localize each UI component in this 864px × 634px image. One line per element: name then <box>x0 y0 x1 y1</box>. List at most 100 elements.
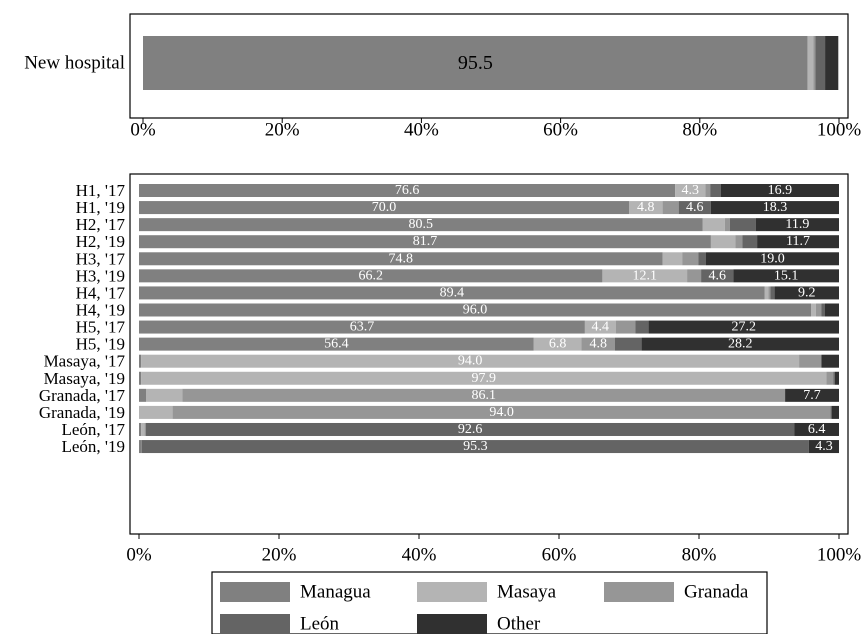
bar-segment-other <box>785 388 839 402</box>
x-tick-label: 100% <box>817 120 862 141</box>
bar-row: Granada, '17 86.1 7.7 <box>39 386 839 405</box>
data-label: 76.6 <box>395 183 420 198</box>
bar-segment-other <box>832 405 839 419</box>
bar-segment-managua <box>139 235 711 249</box>
bar-segment-masaya <box>141 354 800 368</box>
data-label: 6.4 <box>808 422 826 437</box>
bar-row: H4, '19 96.0 <box>76 300 839 319</box>
data-label: 4.8 <box>637 200 655 215</box>
bar-segment-masaya <box>702 218 725 232</box>
data-label: 81.7 <box>413 234 438 249</box>
legend-swatch <box>220 582 290 602</box>
legend-swatch <box>604 582 674 602</box>
bar-segment-masaya <box>675 184 706 197</box>
data-label: 92.6 <box>458 422 483 437</box>
bar-segment-other <box>706 252 839 266</box>
bar-segment-leon <box>770 286 775 300</box>
legend-item: Masaya <box>417 582 557 603</box>
bar-segment-masaya <box>811 303 816 317</box>
x-tick-label: 80% <box>682 545 717 566</box>
legend-frame <box>211 571 768 634</box>
data-label: 89.4 <box>440 285 465 300</box>
bar-segment-managua <box>139 354 142 368</box>
data-label: 56.4 <box>324 337 349 352</box>
bar-segment-leon <box>635 320 649 334</box>
data-label: 96.0 <box>463 302 488 317</box>
bar-segment-masaya <box>629 201 663 215</box>
bar-row: H3, '17 74.8 19.0 <box>76 249 839 268</box>
data-label: 74.8 <box>389 251 414 266</box>
category-label: H1, '17 <box>76 181 126 200</box>
bar-segment-other <box>641 337 839 351</box>
bar-segment-granada <box>815 303 822 317</box>
bar-segment-other <box>648 320 839 334</box>
bar-segment-other <box>834 371 839 385</box>
bar-segment-masaya <box>146 388 183 402</box>
legend-swatch <box>220 614 290 634</box>
x-tick-label: 0% <box>130 120 156 141</box>
panel-frame <box>129 13 849 119</box>
bar-segment-leon <box>141 440 809 454</box>
data-label: 4.8 <box>589 337 607 352</box>
data-label: 4.6 <box>708 268 726 283</box>
bar-segment-granada <box>682 252 699 266</box>
bar-row: Masaya, '17 94.0 <box>44 352 839 371</box>
category-label: Masaya, '19 <box>44 369 125 388</box>
bar-segment-granada <box>813 36 816 90</box>
bar-segment-leon <box>701 269 734 283</box>
category-label: H5, '17 <box>76 318 126 337</box>
bar-segment-masaya <box>807 36 814 90</box>
data-label: 28.2 <box>728 337 753 352</box>
bar-segment-masaya <box>141 371 827 385</box>
new-hospital-panel: New hospital 95.5 0% 20% 40% 60% 80% 100% <box>24 13 862 141</box>
bar-segment-other <box>757 235 839 249</box>
bar-segment-leon <box>742 235 758 249</box>
bar-segment-masaya <box>139 405 173 419</box>
bar-segment-masaya <box>710 235 736 249</box>
data-label: 15.1 <box>774 268 799 283</box>
bar-segment-managua <box>139 337 534 351</box>
data-label: 16.9 <box>768 183 793 198</box>
legend-label: León <box>300 614 340 634</box>
bar-segment-managua <box>139 303 811 317</box>
bar-segment-granada <box>799 354 822 368</box>
legend-label: Managua <box>300 582 371 603</box>
category-label: León, '17 <box>62 420 126 439</box>
data-label: 66.2 <box>358 268 383 283</box>
bar-segment-managua <box>139 286 765 300</box>
legend-item: Granada <box>604 582 749 603</box>
data-label: 4.6 <box>686 200 704 215</box>
bar-segment-other <box>808 440 839 454</box>
data-label: 11.9 <box>785 217 809 232</box>
bar-segment-other <box>794 422 839 436</box>
data-label: 95.5 <box>458 52 493 74</box>
bar-segment-granada <box>687 269 702 283</box>
category-label: H4, '17 <box>76 283 126 302</box>
data-label: 11.7 <box>786 234 810 249</box>
hospital-panel: H1, '17 76.6 4.3 16.9H1, '19 70.0 4.8 4.6 18.3H… <box>39 173 862 566</box>
bar-segment-managua <box>139 388 146 402</box>
bar-segment-leon <box>710 184 721 197</box>
bar-segment-granada <box>735 235 743 249</box>
bar-row: H5, '17 63.7 4.4 27.2 <box>76 318 839 337</box>
bar-segment-granada <box>724 218 730 232</box>
bar-segment-managua <box>139 218 703 232</box>
bar-row: H1, '19 70.0 4.8 4.6 18.3 <box>76 198 839 217</box>
bar-segment-granada <box>182 388 786 402</box>
bar-segment-leon <box>821 303 825 317</box>
data-label: 12.1 <box>633 268 658 283</box>
bar-segment-managua <box>139 371 142 385</box>
x-tick-label: 100% <box>817 545 862 566</box>
bar-segment-other <box>825 36 839 90</box>
bar-segment-other <box>720 184 839 197</box>
legend-item: Other <box>417 614 541 634</box>
bar-segment-masaya <box>764 286 769 300</box>
bar-segment-granada <box>768 286 771 300</box>
bar-segment-other <box>733 269 839 283</box>
category-label: H1, '19 <box>76 198 125 217</box>
data-label: 94.0 <box>489 405 514 420</box>
category-label: H2, '19 <box>76 232 125 251</box>
x-tick-label: 0% <box>126 545 152 566</box>
bar-segment-other <box>774 286 839 300</box>
